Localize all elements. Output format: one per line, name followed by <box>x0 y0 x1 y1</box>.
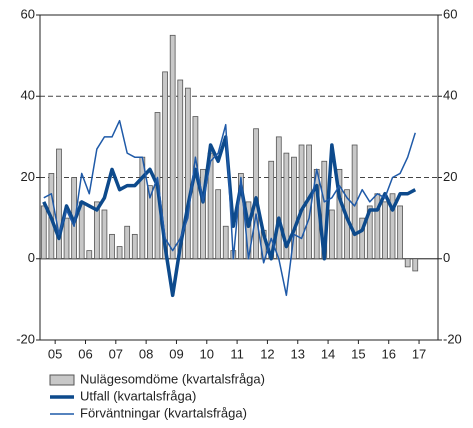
bar <box>116 246 123 260</box>
bar <box>389 193 396 260</box>
bar <box>200 168 206 260</box>
x-tick-label: 14 <box>321 346 335 361</box>
x-tick-label: 16 <box>381 346 395 361</box>
bar <box>215 189 222 260</box>
bar <box>404 258 411 268</box>
x-tick-label: 10 <box>200 346 214 361</box>
x-tick-label: 06 <box>78 346 92 361</box>
bar <box>184 87 191 260</box>
bar <box>336 168 343 260</box>
y2-tick-label: 20 <box>443 169 457 184</box>
bar <box>162 71 168 260</box>
bar <box>101 209 108 260</box>
bar <box>222 225 229 260</box>
bar <box>366 205 373 260</box>
x-tick-label: 13 <box>291 346 305 361</box>
x-tick-label: 11 <box>230 346 244 361</box>
bar <box>238 173 244 260</box>
x-tick-label: 12 <box>260 346 274 361</box>
legend-swatch <box>49 374 75 386</box>
x-tick-label: 09 <box>169 346 183 361</box>
legend-label: Nulägesomdöme (kvartalsfråga) <box>80 371 265 386</box>
bar <box>63 217 70 260</box>
bar <box>412 258 419 272</box>
bar <box>253 128 259 260</box>
bar <box>93 201 100 260</box>
y-tick-label: 0 <box>28 250 35 265</box>
y-tick-label: 60 <box>21 6 35 21</box>
bar <box>283 152 290 260</box>
bar <box>147 185 153 260</box>
x-tick-label: 08 <box>139 346 153 361</box>
bar <box>192 116 199 260</box>
y2-tick-label: -20 <box>443 331 462 346</box>
bar <box>169 34 176 260</box>
x-tick-label: 07 <box>109 346 123 361</box>
y2-tick-label: 0 <box>443 250 450 265</box>
x-tick-label: 05 <box>48 346 62 361</box>
legend-label: Förväntningar (kvartalsfråga) <box>80 405 247 420</box>
bar <box>40 205 47 260</box>
y-tick-label: 20 <box>21 169 35 184</box>
bar <box>139 156 146 260</box>
bar <box>397 205 403 260</box>
bar <box>177 79 184 260</box>
bar <box>291 156 297 260</box>
x-tick-label: 17 <box>412 346 426 361</box>
bar <box>109 233 115 260</box>
y2-tick-label: 40 <box>443 88 457 103</box>
bar <box>124 225 131 260</box>
legend-label: Utfall (kvartalsfråga) <box>80 388 196 403</box>
frame <box>39 14 439 341</box>
line <box>43 119 416 297</box>
bar <box>329 209 335 260</box>
bar <box>275 136 282 260</box>
bar <box>56 148 62 260</box>
bar <box>131 233 138 260</box>
bar <box>298 144 305 260</box>
bar <box>86 250 93 260</box>
bar <box>382 201 388 260</box>
y2-tick-label: 60 <box>443 6 457 21</box>
bar <box>359 217 366 260</box>
y-tick-label: 40 <box>21 88 35 103</box>
x-tick-label: 15 <box>351 346 365 361</box>
y-tick-label: -20 <box>16 331 35 346</box>
